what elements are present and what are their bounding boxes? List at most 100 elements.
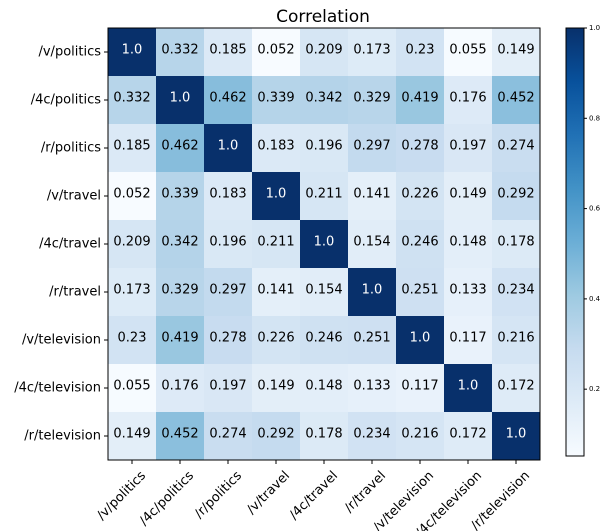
cell-value-label: 0.154 [353,235,390,250]
heatmap-cell [300,28,348,76]
cell-value-label: 0.251 [401,283,438,298]
column-tick-label: /r/politics [192,468,245,521]
heatmap-cell [492,28,540,76]
cell-value-label: 0.052 [113,187,150,202]
colorbar-tick-label: 0.6 [589,205,601,213]
heatmap-cell [348,172,396,220]
colorbar-tick-label: 0.8 [589,114,600,122]
cell-value-label: 0.278 [401,139,438,154]
cell-value-label: 0.117 [401,379,438,394]
heatmap-cell [108,412,156,460]
cell-value-label: 1.0 [458,379,479,394]
heatmap-cell [396,28,444,76]
row-tick-label: /4c/politics [31,93,101,108]
cell-value-label: 0.274 [497,139,534,154]
heatmap-cell [444,412,492,460]
cell-value-label: 0.292 [257,427,294,442]
cell-value-label: 0.23 [118,331,147,346]
cell-value-label: 0.173 [353,43,390,58]
cell-value-label: 0.251 [353,331,390,346]
row-tick-label: /v/politics [38,45,101,60]
row-tick-label: /r/travel [49,285,101,300]
heatmap-cell [156,28,204,76]
heatmap-cell [156,412,204,460]
cell-value-label: 0.246 [401,235,438,250]
heatmap-cell [300,412,348,460]
heatmap-cell [396,124,444,172]
cell-value-label: 0.297 [209,283,246,298]
heatmap-cell [396,220,444,268]
heatmap-cell [156,172,204,220]
cell-value-label: 0.419 [401,91,438,106]
heatmap-cell [204,172,252,220]
cell-value-label: 0.178 [497,235,534,250]
heatmap-cell [492,412,540,460]
heatmap-cell [252,268,300,316]
heatmap-cell [396,268,444,316]
cell-value-label: 0.226 [401,187,438,202]
heatmap-cell [108,364,156,412]
cell-value-label: 0.246 [305,331,342,346]
cell-value-label: 0.452 [497,91,534,106]
cell-value-label: 0.329 [161,283,198,298]
cell-value-label: 0.172 [497,379,534,394]
heatmap-cell [492,316,540,364]
heatmap-cell [108,124,156,172]
plot-frame [107,27,541,461]
heatmap-cell [396,364,444,412]
cell-value-label: 0.274 [209,427,246,442]
cell-value-label: 0.183 [209,187,246,202]
heatmap-cell [300,268,348,316]
cell-value-label: 1.0 [314,235,335,250]
heatmap-cell [252,220,300,268]
cell-value-label: 0.292 [497,187,534,202]
heatmap-cell [204,316,252,364]
column-tick-label: /r/travel [342,468,389,515]
cell-value-label: 0.185 [209,43,246,58]
row-tick-label: /r/politics [41,141,101,156]
row-tick-label: /4c/television [14,381,101,396]
cell-value-label: 0.462 [209,91,246,106]
column-labels: /v/politics/4c/politics/r/politics/v/tra… [94,460,533,531]
heatmap-cell [204,268,252,316]
cell-value-label: 1.0 [410,331,431,346]
heatmap-cell [252,412,300,460]
heatmap-cell [492,124,540,172]
heatmap-cell [252,316,300,364]
heatmap-cell [444,316,492,364]
heatmap-cell [300,220,348,268]
cell-value-label: 0.149 [449,187,486,202]
cell-value-label: 0.055 [113,379,150,394]
colorbar-tick-label: 0.4 [589,295,601,303]
row-tick-label: /v/television [22,333,101,348]
row-tick-label: /r/television [24,429,101,444]
cell-value-label: 0.196 [305,139,342,154]
heatmap-cell [252,76,300,124]
heatmap-cell [348,220,396,268]
cell-value-label: 0.234 [353,427,390,442]
cell-value-label: 0.23 [406,43,435,58]
cell-value-label: 1.0 [266,187,287,202]
heatmap-cell [348,364,396,412]
heatmap-cell [252,124,300,172]
cell-value-label: 0.339 [257,91,294,106]
heatmap-cell [204,76,252,124]
heatmap-cell [396,412,444,460]
heatmap-cell [108,316,156,364]
heatmap-cells: 1.0 0.332 0.185 0.052 0.209 0.173 0.23 0.055 0.1… [108,28,540,460]
cell-value-label: 0.342 [161,235,198,250]
heatmap-cell [348,268,396,316]
heatmap-cell [108,268,156,316]
cell-value-label: 0.154 [305,283,342,298]
cell-value-label: 0.226 [257,331,294,346]
heatmap-cell [108,76,156,124]
heatmap-cell [156,364,204,412]
cell-value-label: 0.133 [449,283,486,298]
cell-value-label: 0.332 [113,91,150,106]
heatmap-cell [348,412,396,460]
heatmap-cell [204,364,252,412]
chart-title: Correlation [276,7,370,27]
heatmap-cell [444,124,492,172]
cell-value-label: 0.148 [449,235,486,250]
cell-value-label: 0.149 [113,427,150,442]
